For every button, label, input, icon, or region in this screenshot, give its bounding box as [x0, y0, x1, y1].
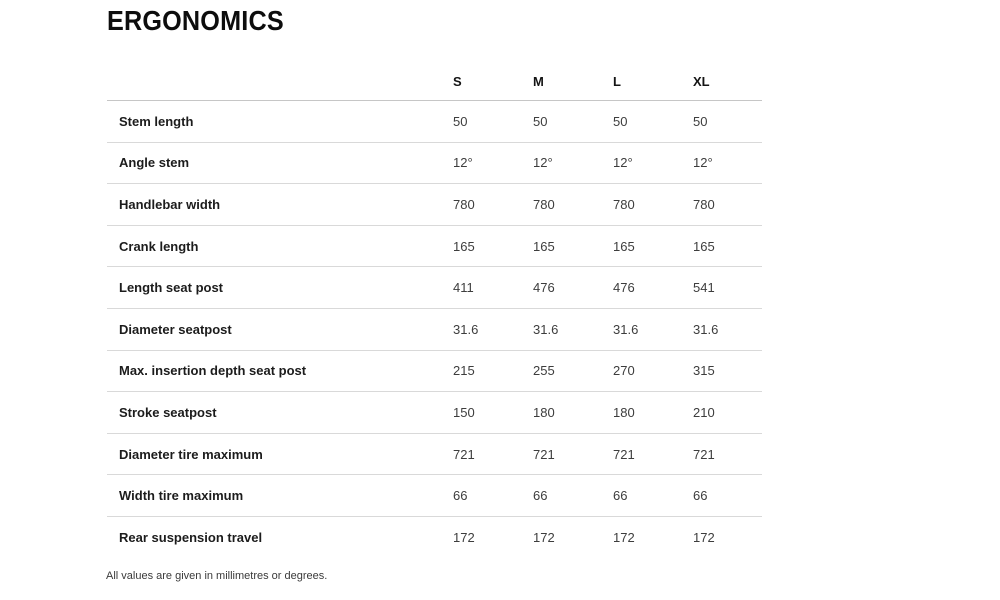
row-value: 31.6 [453, 321, 479, 337]
row-value: 66 [693, 488, 708, 504]
row-value: 12° [693, 155, 713, 171]
row-value: 66 [453, 488, 468, 504]
row-value: 31.6 [533, 321, 559, 337]
row-value: 780 [693, 196, 715, 212]
row-value: 476 [613, 280, 635, 296]
row-value: 476 [533, 280, 555, 296]
table-row: Handlebar width 780 780 780 780 [107, 184, 762, 226]
table-body: Stem length 50 50 50 50 Angle stem 12° 12° 12° 12… [107, 101, 762, 558]
row-value: 172 [693, 529, 715, 545]
row-value: 165 [613, 238, 635, 254]
row-value: 66 [613, 488, 628, 504]
table-row: Max. insertion depth seat post 215 255 270 3… [107, 351, 762, 393]
row-value: 721 [613, 446, 635, 462]
row-label: Length seat post [119, 280, 224, 296]
footnote: All values are given in millimetres or d… [106, 570, 328, 582]
column-header-s: S [453, 73, 462, 89]
row-label: Rear suspension travel [119, 529, 263, 545]
row-value: 165 [453, 238, 475, 254]
row-value: 315 [693, 363, 715, 379]
ergonomics-table: S M L XL Stem length 50 50 50 50 Angle stem 12° 12… [107, 62, 762, 558]
row-value: 66 [533, 488, 548, 504]
row-value: 31.6 [613, 321, 639, 337]
row-value: 180 [533, 404, 555, 420]
row-value: 172 [453, 529, 475, 545]
row-value: 50 [453, 113, 468, 129]
row-value: 31.6 [693, 321, 719, 337]
row-value: 172 [533, 529, 555, 545]
table-row: Stem length 50 50 50 50 [107, 101, 762, 143]
row-value: 270 [613, 363, 635, 379]
table-header-row: S M L XL [107, 62, 762, 101]
row-value: 12° [613, 155, 633, 171]
column-header-m: M [533, 73, 544, 89]
row-value: 50 [533, 113, 548, 129]
column-header-xl: XL [693, 73, 710, 89]
row-label: Diameter tire maximum [119, 446, 263, 462]
table-row: Crank length 165 165 165 165 [107, 226, 762, 268]
column-header-l: L [613, 73, 621, 89]
row-label: Diameter seatpost [119, 321, 232, 337]
row-value: 172 [613, 529, 635, 545]
table-row: Diameter tire maximum 721 721 721 721 [107, 434, 762, 476]
row-value: 721 [453, 446, 475, 462]
row-value: 411 [453, 280, 474, 296]
row-label: Width tire maximum [119, 488, 244, 504]
row-label: Max. insertion depth seat post [119, 363, 307, 379]
row-value: 541 [693, 280, 715, 296]
table-row: Rear suspension travel 172 172 172 172 [107, 517, 762, 558]
row-value: 50 [613, 113, 628, 129]
row-value: 50 [693, 113, 708, 129]
row-value: 721 [533, 446, 555, 462]
row-value: 165 [693, 238, 715, 254]
table-row: Length seat post 411 476 476 541 [107, 267, 762, 309]
row-label: Stroke seatpost [119, 404, 217, 420]
page-title: ERGONOMICS [107, 5, 284, 36]
row-value: 255 [533, 363, 555, 379]
row-value: 12° [533, 155, 553, 171]
row-value: 210 [693, 404, 715, 420]
table-row: Width tire maximum 66 66 66 66 [107, 475, 762, 517]
row-value: 721 [693, 446, 715, 462]
row-value: 150 [453, 404, 475, 420]
row-label: Stem length [119, 113, 194, 129]
row-label: Angle stem [119, 155, 190, 171]
table-row: Stroke seatpost 150 180 180 210 [107, 392, 762, 434]
row-value: 180 [613, 404, 635, 420]
row-value: 12° [453, 155, 473, 171]
row-value: 215 [453, 363, 475, 379]
row-label: Handlebar width [119, 196, 221, 212]
table-row: Angle stem 12° 12° 12° 12° [107, 143, 762, 185]
row-value: 780 [613, 196, 635, 212]
row-value: 780 [533, 196, 555, 212]
row-value: 780 [453, 196, 475, 212]
table-row: Diameter seatpost 31.6 31.6 31.6 31.6 [107, 309, 762, 351]
row-label: Crank length [119, 238, 199, 254]
row-value: 165 [533, 238, 555, 254]
